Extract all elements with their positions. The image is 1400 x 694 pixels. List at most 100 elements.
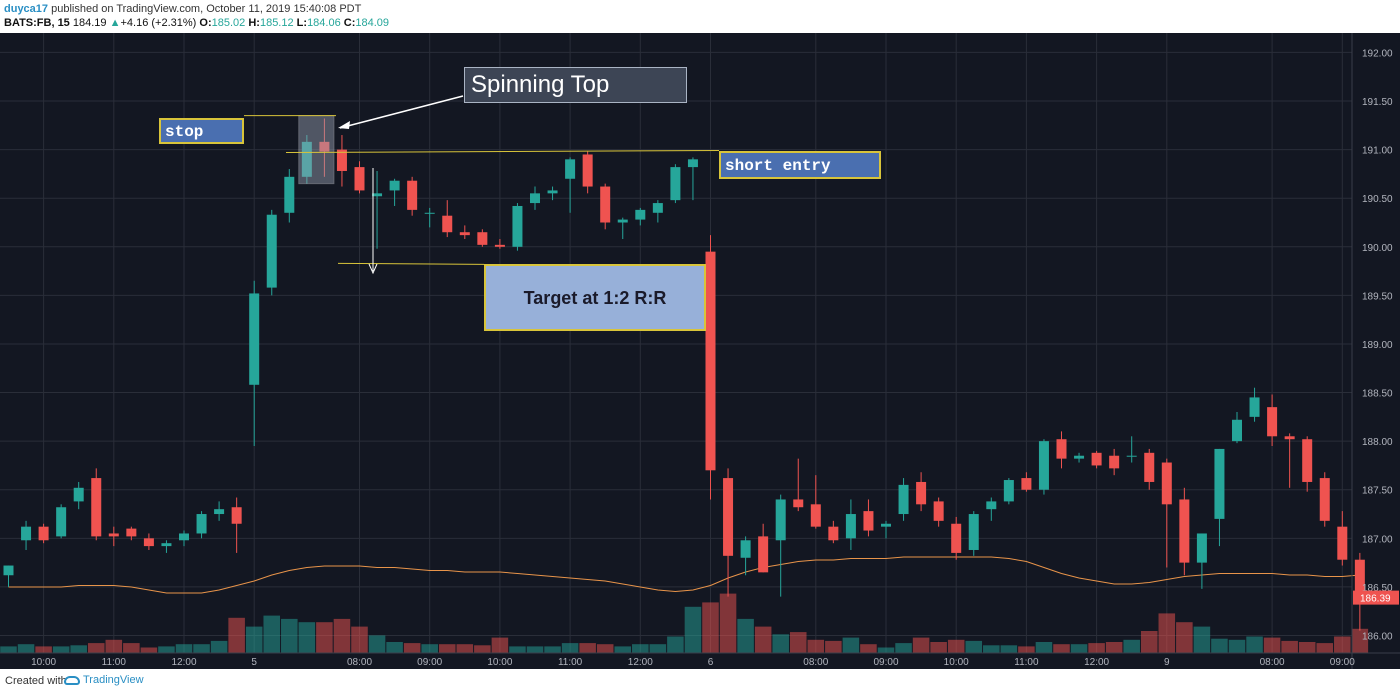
candle-body bbox=[1284, 436, 1295, 440]
candle-body bbox=[723, 478, 734, 556]
candle bbox=[459, 225, 470, 240]
volume-bar bbox=[912, 637, 930, 653]
candle-body bbox=[898, 484, 909, 515]
volume-bar bbox=[632, 644, 649, 653]
candle-body bbox=[617, 219, 628, 223]
candle-body bbox=[108, 533, 119, 537]
candle bbox=[249, 280, 260, 447]
chart-header: duyca17 published on TradingView.com, Oc… bbox=[0, 0, 1400, 33]
candle-body bbox=[126, 528, 137, 537]
close-label: C: bbox=[343, 17, 356, 29]
volume-bar bbox=[702, 602, 719, 653]
time-axis[interactable]: 10:00 11:00 12:00 5 08:00 09:00 10:00 11:00 12:0… bbox=[0, 652, 1400, 668]
volume-bar bbox=[263, 615, 281, 653]
volume-bar bbox=[158, 646, 175, 653]
volume-bar bbox=[596, 644, 614, 653]
time-tick-label: 10:00 bbox=[31, 657, 56, 668]
candle bbox=[617, 217, 628, 240]
time-tick-label: 10:00 bbox=[944, 657, 969, 668]
volume-bar bbox=[298, 622, 316, 653]
candle bbox=[1319, 472, 1330, 527]
candle bbox=[828, 520, 839, 544]
candle-body bbox=[73, 487, 84, 502]
candle-body bbox=[1249, 397, 1260, 417]
volume-bar bbox=[614, 646, 632, 653]
candle bbox=[1126, 436, 1137, 463]
time-tick-label: 09:00 bbox=[873, 657, 898, 668]
volume-bar bbox=[1070, 644, 1088, 653]
candle-body bbox=[1021, 478, 1032, 490]
volume-bar bbox=[930, 642, 947, 653]
candle-body bbox=[1319, 478, 1330, 521]
volume-bar bbox=[386, 642, 403, 653]
volume-bar bbox=[737, 618, 754, 653]
candle-body bbox=[336, 149, 347, 171]
candle bbox=[161, 540, 172, 553]
price-axis[interactable]: 192.00 191.50 191.00 190.50 190.00 189.50 189.… bbox=[1351, 33, 1393, 669]
open-value: 185.02 bbox=[211, 17, 246, 29]
stop-label[interactable]: stop bbox=[159, 118, 244, 144]
high-label: H: bbox=[248, 17, 260, 29]
candle-body bbox=[986, 501, 997, 510]
chart-area[interactable]: 192.00 191.50 191.00 190.50 190.00 189.50 189.… bbox=[0, 33, 1400, 669]
candle-body bbox=[494, 244, 505, 247]
volume-moving-average bbox=[8, 556, 1360, 594]
candle bbox=[775, 494, 786, 597]
candle-body bbox=[407, 180, 418, 210]
volume-bar bbox=[52, 646, 70, 653]
candle bbox=[56, 504, 67, 539]
volume-bar bbox=[947, 639, 965, 653]
candle bbox=[1232, 411, 1242, 444]
candle-body bbox=[775, 499, 786, 541]
candle bbox=[881, 520, 891, 539]
publish-info: duyca17 published on TradingView.com, Oc… bbox=[4, 3, 361, 15]
candle bbox=[1302, 436, 1313, 492]
time-tick-label: 12:00 bbox=[628, 657, 653, 668]
candle-body bbox=[530, 193, 540, 204]
candle bbox=[951, 516, 962, 560]
tradingview-logo[interactable]: TradingView bbox=[64, 674, 144, 686]
volume-bar bbox=[351, 626, 368, 653]
candle bbox=[1196, 533, 1207, 589]
candle-body bbox=[266, 214, 277, 288]
candle-body bbox=[828, 526, 839, 541]
short-entry-label[interactable]: short entry bbox=[719, 151, 881, 179]
volume-bar bbox=[561, 643, 579, 653]
candle-body bbox=[389, 180, 400, 191]
candle bbox=[424, 207, 435, 228]
candle-body bbox=[687, 159, 698, 168]
candle-body bbox=[512, 205, 523, 247]
price-tick-label: 187.50 bbox=[1362, 486, 1393, 497]
volume-bar bbox=[1298, 642, 1316, 653]
candle bbox=[600, 183, 611, 230]
open-label: O: bbox=[199, 17, 212, 29]
volume-bar bbox=[316, 622, 333, 653]
candle bbox=[705, 235, 716, 500]
grid bbox=[0, 33, 1352, 653]
volume-bar bbox=[1140, 631, 1158, 653]
candle-body bbox=[1337, 526, 1348, 560]
target-label[interactable]: Target at 1:2 R:R bbox=[484, 264, 706, 331]
last-price-tag-bg bbox=[1353, 590, 1399, 605]
price-tick-label: 190.50 bbox=[1362, 194, 1393, 205]
candle bbox=[512, 203, 523, 251]
candle-body bbox=[459, 232, 470, 236]
author-name[interactable]: duyca17 bbox=[4, 3, 49, 15]
candle bbox=[916, 472, 927, 512]
price-tick-label: 187.00 bbox=[1362, 534, 1393, 545]
candlestick-chart[interactable]: 192.00 191.50 191.00 190.50 190.00 189.50 189.… bbox=[0, 33, 1400, 669]
candle-body bbox=[1232, 419, 1242, 442]
symbol-label: BATS:FB, 15 bbox=[4, 17, 70, 29]
candle-body bbox=[810, 504, 821, 527]
volume-bar bbox=[965, 640, 983, 653]
candle bbox=[91, 468, 102, 541]
candle-body bbox=[565, 159, 576, 179]
spinning-top-label[interactable]: Spinning Top bbox=[464, 67, 687, 103]
volume-bar bbox=[842, 637, 860, 653]
candle-body bbox=[740, 540, 751, 558]
volume-bar bbox=[544, 646, 561, 653]
candle-body bbox=[1196, 533, 1207, 563]
high-value: 185.12 bbox=[259, 17, 294, 29]
candle bbox=[494, 239, 505, 249]
candle-body bbox=[424, 212, 435, 214]
